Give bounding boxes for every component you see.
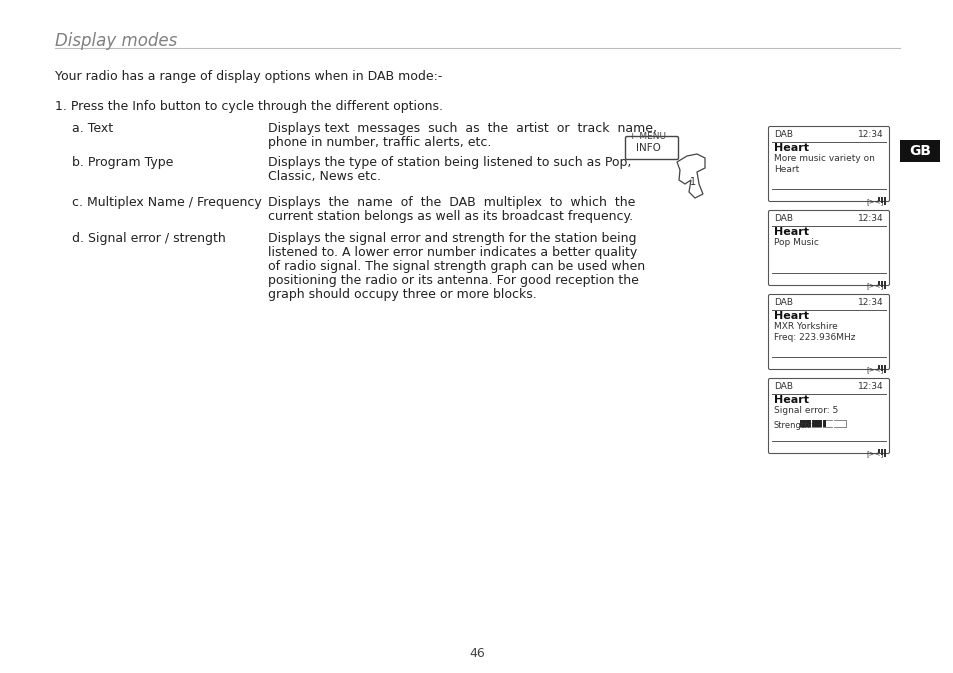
Text: phone in number, traffic alerts, etc.: phone in number, traffic alerts, etc. xyxy=(268,136,491,149)
Text: Heart: Heart xyxy=(773,395,808,405)
Bar xyxy=(800,420,825,427)
Text: + MENU: + MENU xyxy=(628,132,665,141)
Text: Strength:: Strength: xyxy=(773,421,812,430)
Text: DAB: DAB xyxy=(773,130,792,139)
Text: Freq: 223.936MHz: Freq: 223.936MHz xyxy=(773,333,855,342)
Text: 1: 1 xyxy=(689,177,696,187)
Text: MXR Yorkshire: MXR Yorkshire xyxy=(773,322,837,331)
Bar xyxy=(883,449,885,457)
Text: Heart: Heart xyxy=(773,311,808,321)
Text: DAB: DAB xyxy=(773,382,792,391)
Text: Display modes: Display modes xyxy=(55,32,177,50)
Text: [><]: [><] xyxy=(865,198,882,205)
Text: [><]: [><] xyxy=(865,366,882,373)
Text: Heart: Heart xyxy=(773,227,808,237)
Text: INFO: INFO xyxy=(635,143,659,153)
Bar xyxy=(800,420,845,427)
Bar xyxy=(877,197,879,201)
Text: 12:34: 12:34 xyxy=(858,130,883,139)
Text: d. Signal error / strength: d. Signal error / strength xyxy=(71,232,226,245)
FancyBboxPatch shape xyxy=(768,378,888,454)
Text: Displays text  messages  such  as  the  artist  or  track  name,: Displays text messages such as the artis… xyxy=(268,122,657,135)
Text: Heart: Heart xyxy=(773,165,799,174)
Text: [><]: [><] xyxy=(865,450,882,457)
FancyBboxPatch shape xyxy=(768,127,888,201)
Text: 46: 46 xyxy=(469,647,484,660)
Text: 12:34: 12:34 xyxy=(858,214,883,223)
Text: a. Text: a. Text xyxy=(71,122,113,135)
FancyBboxPatch shape xyxy=(768,211,888,285)
Bar xyxy=(883,197,885,205)
Polygon shape xyxy=(677,154,704,198)
Bar xyxy=(880,197,882,203)
Bar xyxy=(883,281,885,289)
Bar xyxy=(880,281,882,287)
Text: 12:34: 12:34 xyxy=(858,298,883,307)
Text: Pop Music: Pop Music xyxy=(773,238,818,247)
Bar xyxy=(899,140,939,162)
Bar xyxy=(877,281,879,285)
Text: GB: GB xyxy=(908,144,930,158)
FancyBboxPatch shape xyxy=(625,137,678,160)
Text: of radio signal. The signal strength graph can be used when: of radio signal. The signal strength gra… xyxy=(268,260,644,273)
Text: Displays the signal error and strength for the station being: Displays the signal error and strength f… xyxy=(268,232,636,245)
Text: More music variety on: More music variety on xyxy=(773,154,874,163)
Text: DAB: DAB xyxy=(773,214,792,223)
Text: c. Multiplex Name / Frequency: c. Multiplex Name / Frequency xyxy=(71,196,261,209)
FancyBboxPatch shape xyxy=(768,295,888,369)
Text: b. Program Type: b. Program Type xyxy=(71,156,173,169)
Text: [><]: [><] xyxy=(865,282,882,289)
Bar xyxy=(877,365,879,369)
Text: positioning the radio or its antenna. For good reception the: positioning the radio or its antenna. Fo… xyxy=(268,274,639,287)
Text: current station belongs as well as its broadcast frequency.: current station belongs as well as its b… xyxy=(268,210,633,223)
Bar xyxy=(883,365,885,373)
Text: Heart: Heart xyxy=(773,143,808,153)
Text: listened to. A lower error number indicates a better quality: listened to. A lower error number indica… xyxy=(268,246,637,259)
Bar xyxy=(877,449,879,453)
Text: 12:34: 12:34 xyxy=(858,382,883,391)
Text: Classic, News etc.: Classic, News etc. xyxy=(268,170,380,183)
Text: Signal error: 5: Signal error: 5 xyxy=(773,406,838,415)
Text: Displays  the  name  of  the  DAB  multiplex  to  which  the: Displays the name of the DAB multiplex t… xyxy=(268,196,635,209)
Bar xyxy=(880,365,882,371)
Bar xyxy=(880,449,882,455)
Text: graph should occupy three or more blocks.: graph should occupy three or more blocks… xyxy=(268,288,537,301)
Text: 1. Press the Info button to cycle through the different options.: 1. Press the Info button to cycle throug… xyxy=(55,100,442,113)
Text: DAB: DAB xyxy=(773,298,792,307)
Text: Displays the type of station being listened to such as Pop,: Displays the type of station being liste… xyxy=(268,156,631,169)
Text: Your radio has a range of display options when in DAB mode:-: Your radio has a range of display option… xyxy=(55,70,442,83)
